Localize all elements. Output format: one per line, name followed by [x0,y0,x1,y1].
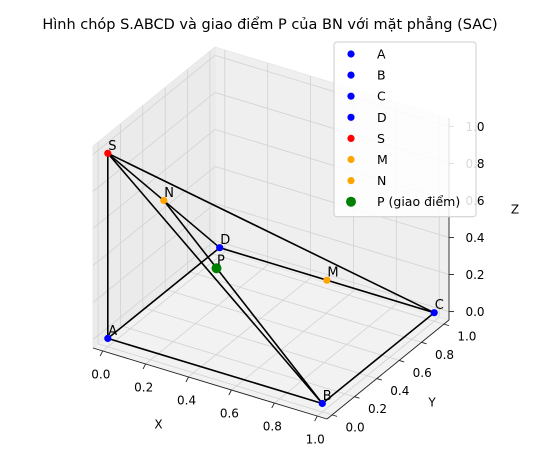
edge-AB [107,337,323,405]
y-tick-label: 0.4 [390,384,409,398]
y-tick-label: 0.0 [346,420,365,434]
x-tick-label: 0.6 [220,407,239,421]
grid-x-floor [188,277,311,378]
legend-marker-A [347,50,355,58]
y-tick [443,323,450,327]
pyramid-edges [107,152,435,405]
edge-BN [163,200,323,404]
grid-z-left [92,55,216,155]
grid-x-floor [231,290,354,391]
point-D [216,244,224,252]
x-tick [142,363,147,370]
y-tick-label: 0.6 [413,366,432,380]
legend-label-P: P (giao điểm) [377,194,460,209]
edge-SB [107,152,323,405]
grid-y-floor [142,307,377,379]
y-tick-label: 0.2 [368,402,387,416]
x-axis-label: X [154,418,162,432]
grid-x-floor [316,316,440,417]
legend-label-C: C [377,89,386,104]
y-tick [376,378,382,381]
legend-marker-D [347,113,355,121]
grid-z-left [92,240,216,340]
edge-SC [107,152,435,314]
point-B [318,399,326,408]
legend-label-B: B [377,68,386,83]
z-axis-label: Z [511,203,519,217]
grid-lines [92,49,450,417]
grid-z-left [92,129,216,229]
point-label-S: S [108,139,116,154]
chart-title: Hình chóp S.ABCD và giao điểm P của BN v… [42,16,497,33]
legend-label-M: M [377,152,388,167]
grid-x-floor [274,303,397,404]
x-tick [99,350,104,357]
x-tick [185,376,189,383]
x-tick [314,415,318,422]
grid-y-floor [165,289,400,361]
legend-label-A: A [377,47,386,62]
edge-DA [107,247,221,340]
z-tick-label: 0.4 [465,231,484,245]
point-label-A: A [108,324,117,339]
grid-z-left [92,92,216,192]
edge-BC [321,312,435,405]
point-label-P: P [217,254,225,269]
grid-z-back [214,166,450,238]
grid-x-floor [102,251,226,352]
legend-label-S: S [377,131,385,146]
y-axis-line [326,319,450,420]
point-label-N: N [164,186,174,201]
legend-marker-C [347,92,355,100]
z-tick-label: 0.0 [465,305,484,319]
y-tick-label: 1.0 [457,330,476,344]
y-tick-label: 0.8 [435,348,454,362]
legend-box [333,41,477,218]
grid-z-left [92,166,216,266]
point-S [104,149,112,157]
point-label-M: M [327,266,338,281]
grid-z-left [92,203,216,303]
legend-label-D: D [377,110,387,125]
point-label-C: C [435,298,444,313]
point-label-B: B [323,389,332,404]
point-N [160,196,168,205]
point-label-D: D [220,233,230,248]
legend-marker-P [346,196,356,207]
point-P [211,263,222,274]
y-tick [331,414,338,417]
grid-y-floor [209,252,445,325]
point-C [430,309,438,317]
x-tick [228,389,232,396]
x-tick [271,402,275,409]
grid-y-floor [97,343,333,416]
y-tick [354,396,360,399]
legend-marker-N [347,177,355,185]
z-tick-label: 0.2 [465,268,484,282]
legend-label-N: N [377,173,386,188]
point-M [323,276,331,284]
legend-marker-B [347,71,355,79]
x-tick-label: 1.0 [306,433,325,447]
grid-y-floor [120,325,355,398]
grid-z-back [214,203,450,275]
legend-marker-S [347,134,355,142]
grid-x-floor [145,264,268,365]
x-axis-line [92,347,328,420]
y-axis-label: Y [427,396,436,410]
grid-z-back [214,240,450,312]
x-tick-label: 0.4 [177,394,196,408]
x-tick-label: 0.0 [91,368,110,382]
point-A [104,334,112,342]
grid-y-floor [187,270,422,343]
y-tick [421,341,427,345]
x-tick-label: 0.2 [134,381,153,395]
x-tick-label: 0.8 [263,420,282,434]
legend-marker-M [347,155,355,164]
y-tick [399,359,405,363]
